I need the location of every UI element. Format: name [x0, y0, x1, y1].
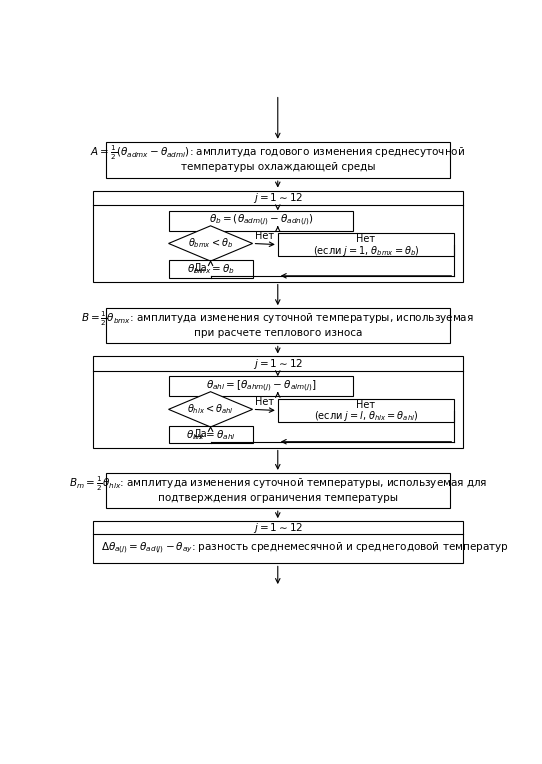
Text: Нет: Нет: [357, 400, 376, 410]
Text: Да: Да: [193, 263, 207, 274]
Text: температуры охлаждающей среды: температуры охлаждающей среды: [180, 162, 375, 172]
Text: $B = \frac{1}{2}\theta_{bmx}$: амплитуда изменения суточной температуры, использ: $B = \frac{1}{2}\theta_{bmx}$: амплитуда…: [81, 309, 474, 328]
FancyBboxPatch shape: [169, 211, 353, 231]
Text: при расчете теплового износа: при расчете теплового износа: [193, 328, 362, 338]
FancyBboxPatch shape: [106, 473, 450, 508]
FancyBboxPatch shape: [106, 308, 450, 344]
Text: Нет: Нет: [255, 397, 274, 406]
Text: (если $j = 1$, $\theta_{bmx} = \theta_b$): (если $j = 1$, $\theta_{bmx} = \theta_b$…: [313, 244, 420, 257]
FancyBboxPatch shape: [169, 426, 253, 443]
Text: $A = \frac{1}{2}(\theta_{admx} - \theta_{admi})$: амплитуда годового изменения с: $A = \frac{1}{2}(\theta_{admx} - \theta_…: [90, 144, 466, 162]
Text: $\theta_{hlx} = \theta_{ahl}$: $\theta_{hlx} = \theta_{ahl}$: [186, 428, 235, 442]
FancyBboxPatch shape: [93, 190, 462, 282]
Text: $j = 1{\sim}12$: $j = 1{\sim}12$: [253, 191, 303, 205]
Text: подтверждения ограничения температуры: подтверждения ограничения температуры: [158, 493, 398, 503]
FancyBboxPatch shape: [278, 233, 454, 257]
Polygon shape: [169, 226, 253, 261]
Text: Нет: Нет: [357, 234, 376, 244]
Text: (если $j = l$, $\theta_{hlx} = \theta_{ahl}$): (если $j = l$, $\theta_{hlx} = \theta_{a…: [314, 410, 418, 423]
FancyBboxPatch shape: [169, 377, 353, 397]
Text: $j = 1{\sim}12$: $j = 1{\sim}12$: [253, 520, 303, 535]
Text: $\theta_{bmx} = \theta_b$: $\theta_{bmx} = \theta_b$: [186, 262, 235, 276]
FancyBboxPatch shape: [93, 521, 462, 564]
Text: $\theta_{ahl} = \left[\theta_{ahm(j)} - \theta_{alm(j)}\right]$: $\theta_{ahl} = \left[\theta_{ahm(j)} - …: [205, 379, 317, 394]
FancyBboxPatch shape: [93, 356, 462, 448]
Text: Нет: Нет: [255, 231, 274, 241]
Text: $\Delta\theta_{a(j)} = \theta_{ad(j)} - \theta_{ay}$: разность среднемесячной и : $\Delta\theta_{a(j)} = \theta_{ad(j)} - …: [101, 541, 509, 556]
Text: $\theta_{hlx} < \theta_{ahl}$: $\theta_{hlx} < \theta_{ahl}$: [187, 403, 234, 416]
FancyBboxPatch shape: [169, 260, 253, 277]
Polygon shape: [169, 392, 253, 427]
Text: $j = 1{\sim}12$: $j = 1{\sim}12$: [253, 357, 303, 371]
FancyBboxPatch shape: [106, 141, 450, 178]
Text: $\theta_b = (\theta_{adm(j)} - \theta_{adn(j)})$: $\theta_b = (\theta_{adm(j)} - \theta_{a…: [209, 213, 313, 228]
Text: $B_m = \frac{1}{2}\theta_{hlx}$: амплитуда изменения суточной температуры, испол: $B_m = \frac{1}{2}\theta_{hlx}$: амплиту…: [69, 474, 487, 493]
FancyBboxPatch shape: [278, 399, 454, 422]
Text: $\theta_{bmx} < \theta_b$: $\theta_{bmx} < \theta_b$: [188, 237, 233, 251]
Text: Да: Да: [193, 429, 207, 439]
